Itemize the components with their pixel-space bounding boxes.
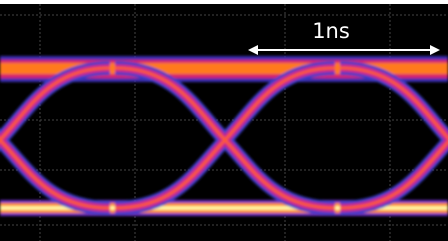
scope-screen: 1ns [0, 0, 448, 241]
time-label: 1ns [312, 19, 350, 43]
page: 1ns (() => { const data = JSON.parse(doc… [0, 0, 448, 241]
top-border [0, 0, 448, 4]
